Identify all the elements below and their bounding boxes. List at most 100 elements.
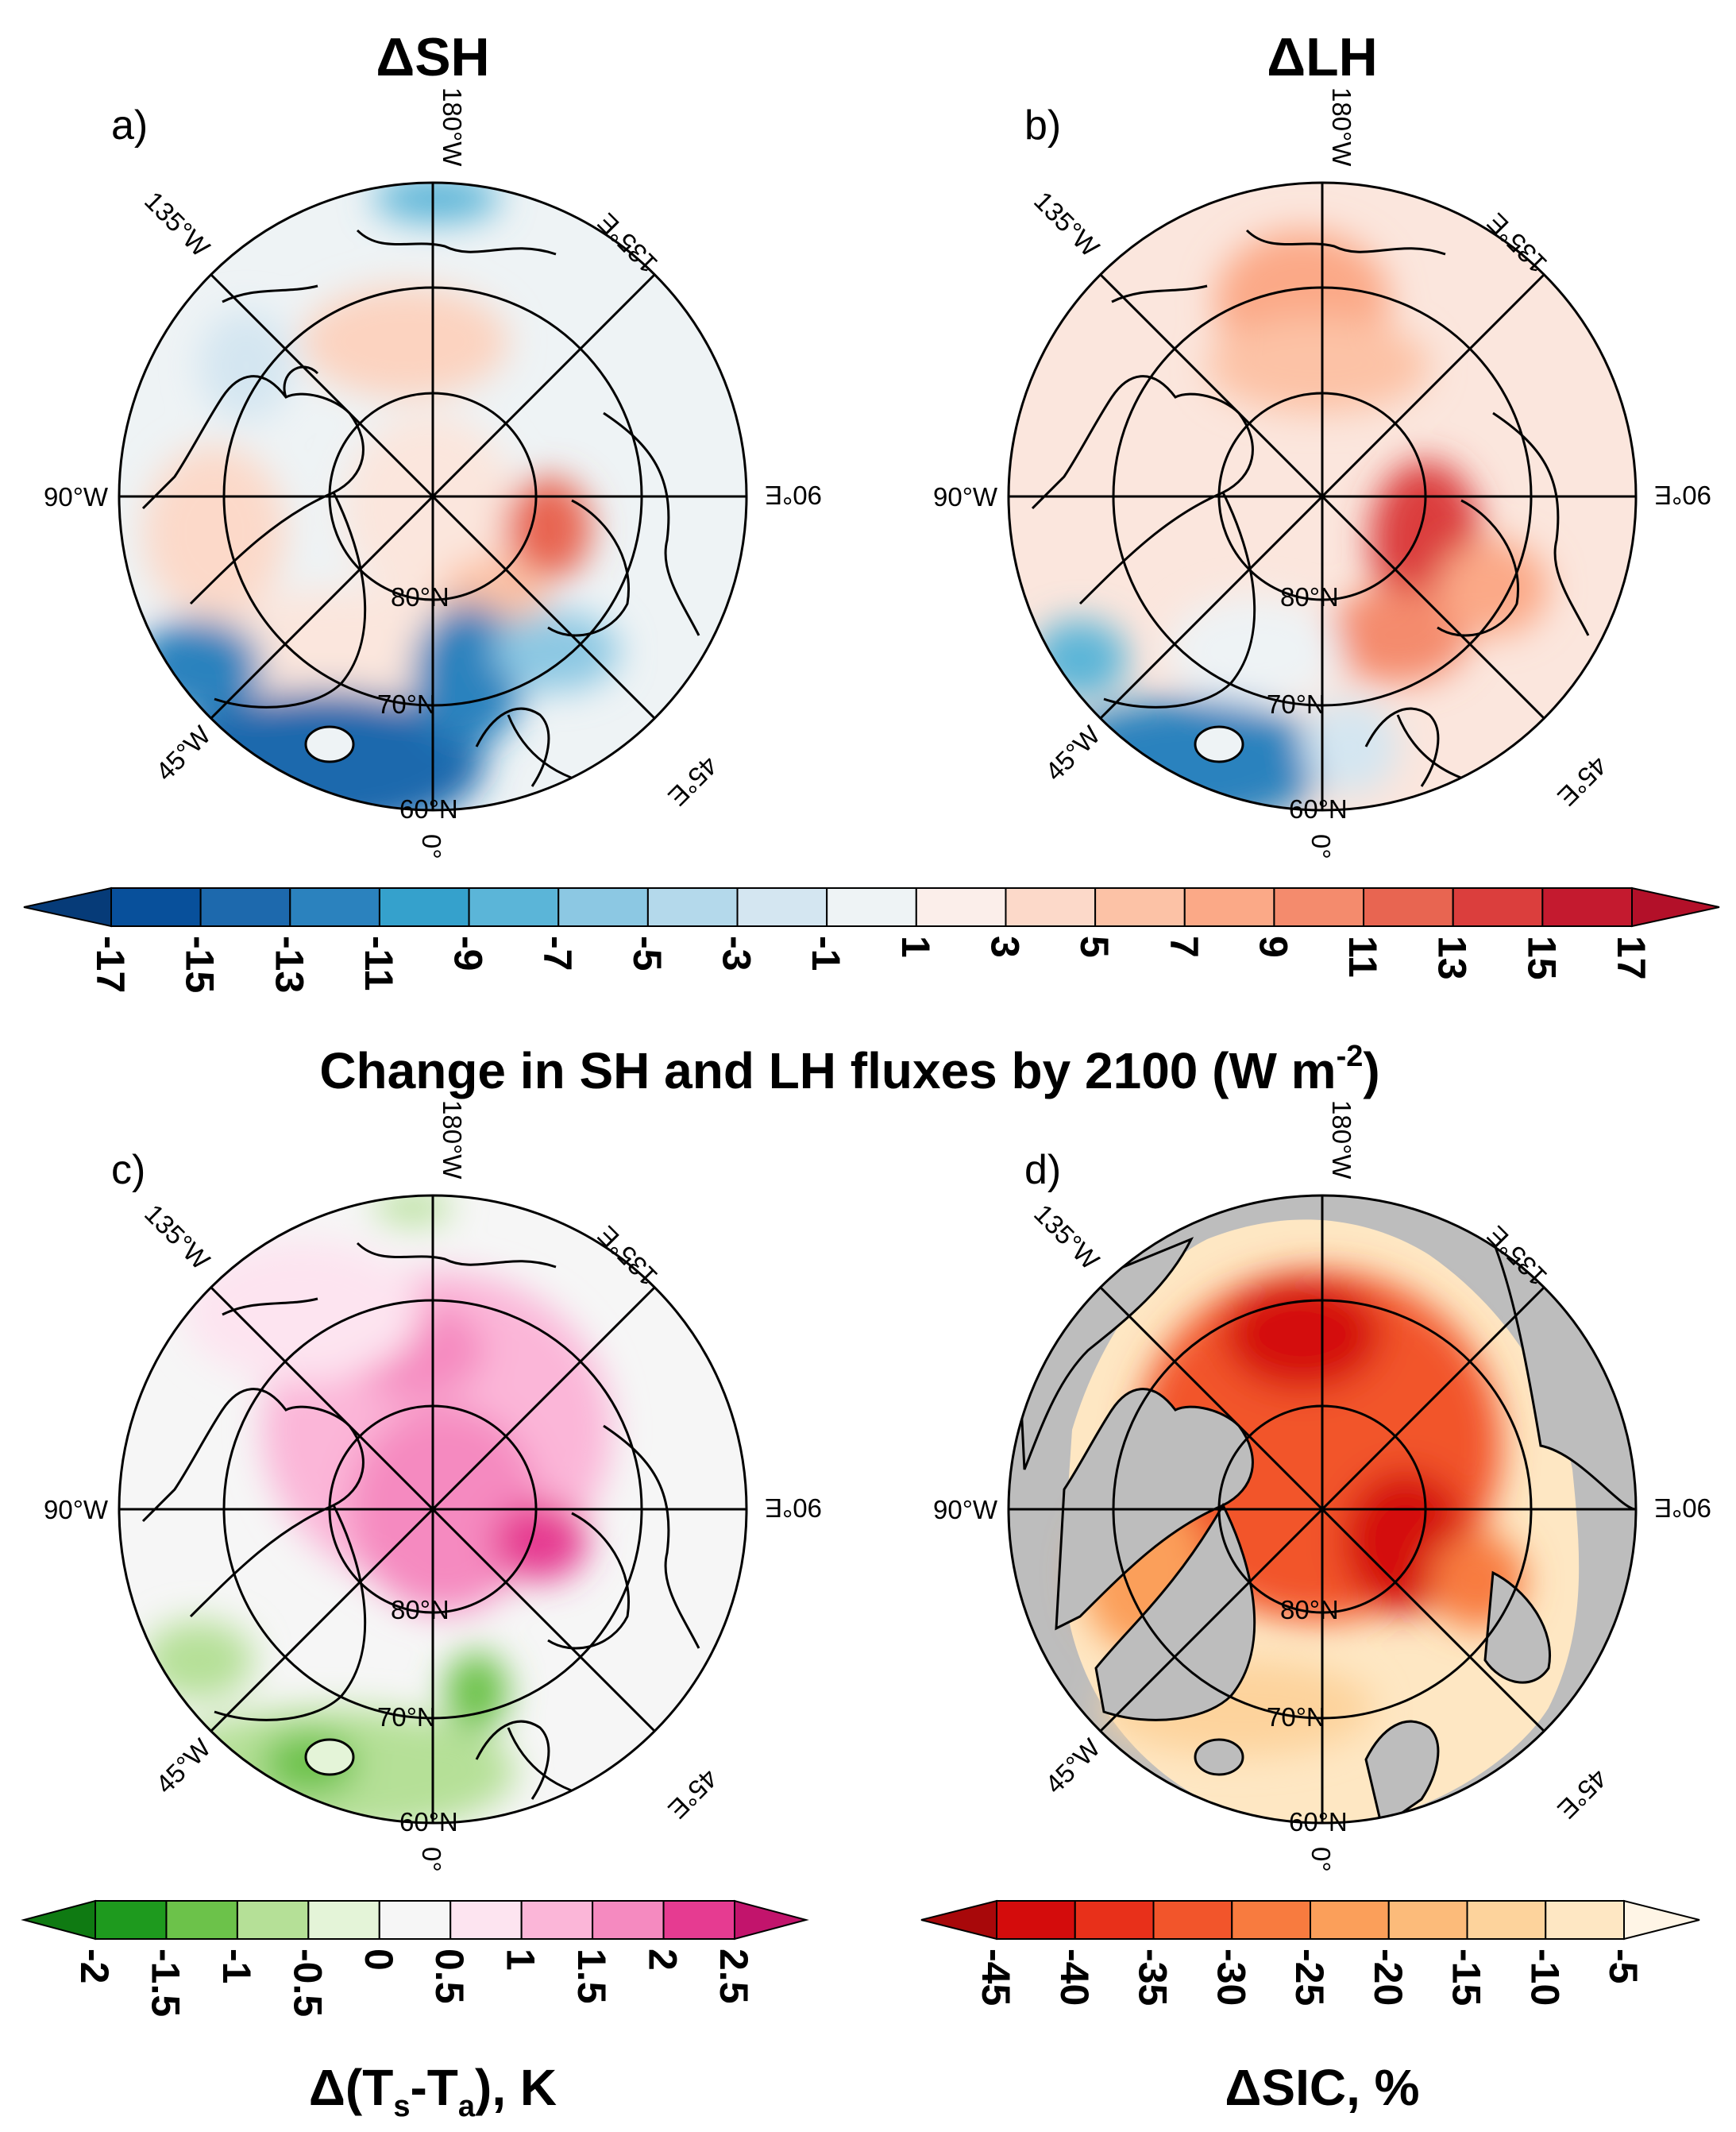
panel-b-title: ΔLH <box>1267 27 1378 87</box>
label-70n: 70°N <box>377 689 436 719</box>
label-0: 0° <box>417 834 446 859</box>
flux-colorbar-tick: 13 <box>1430 936 1475 980</box>
panel-a-label: a) <box>111 102 148 149</box>
flux-colorbar-tick: -13 <box>267 936 311 993</box>
tdiff-colorbar-bin <box>449 1900 523 1940</box>
label-70n: 70°N <box>377 1702 436 1732</box>
flux-colorbar-tick: -17 <box>88 936 133 993</box>
sic-colorbar-tick: -20 <box>1366 1949 1410 2006</box>
tdiff-colorbar-bin <box>95 1900 168 1940</box>
tdiff-colorbar-tick: -1.5 <box>143 1949 187 2017</box>
label-0: 0° <box>417 1847 446 1872</box>
tdiff-colorbar-bin <box>662 1900 735 1940</box>
tdiff-colorbar-end-high <box>734 1899 809 1941</box>
flux-colorbar-tick: 17 <box>1609 936 1653 980</box>
panel-c-coastlines <box>141 1242 700 1801</box>
label-90w: 90°W <box>933 482 998 512</box>
tdiff-colorbar-tick: 2.5 <box>712 1949 756 2004</box>
flux-colorbar-bin <box>378 887 470 927</box>
panel-a: ΔSH a) <box>44 27 822 859</box>
label-45e: 45°E <box>1552 1763 1613 1825</box>
label-60n: 60°N <box>399 794 458 824</box>
label-180w: 180°W <box>1327 1100 1356 1180</box>
tdiff-colorbar-end-low <box>21 1899 96 1941</box>
flux-colorbar-bin <box>915 887 1007 927</box>
label-45w: 45°W <box>1040 720 1106 786</box>
panel-a-grid <box>118 181 748 812</box>
panel-b: ΔLH b) <box>933 27 1711 859</box>
label-90e: 90°E <box>1654 481 1711 510</box>
tdiff-colorbar-tick: -0.5 <box>285 1949 330 2017</box>
panel-c-label: c) <box>111 1147 145 1193</box>
label-90e: 90°E <box>765 481 822 510</box>
label-90w: 90°W <box>44 482 109 512</box>
sic-colorbar-tick: -30 <box>1209 1949 1253 2006</box>
panel-d-grid <box>1007 1194 1638 1825</box>
label-45w: 45°W <box>150 1732 217 1799</box>
flux-colorbar-tick: 9 <box>1251 936 1295 958</box>
label-45e: 45°E <box>662 751 723 812</box>
label-60n: 60°N <box>399 1807 458 1837</box>
flux-colorbar-bin <box>289 887 380 927</box>
label-180w: 180°W <box>438 1100 467 1180</box>
flux-colorbar-tick: -5 <box>625 936 669 971</box>
label-0: 0° <box>1306 1847 1336 1872</box>
flux-colorbar-bin <box>736 887 828 927</box>
tdiff-colorbar-tick: 0 <box>357 1949 401 1971</box>
sic-colorbar-tick: -25 <box>1287 1949 1332 2006</box>
label-80n: 80°N <box>391 582 449 612</box>
flux-colorbar-tick: 1 <box>893 936 938 958</box>
flux-colorbar-tick: 5 <box>1072 936 1117 958</box>
flux-colorbar-bin <box>110 887 202 927</box>
label-135w: 135°W <box>139 186 216 263</box>
panel-d-label: d) <box>1024 1147 1061 1193</box>
flux-colorbar-tick: -15 <box>178 936 222 993</box>
flux-colorbar-tick: 3 <box>982 936 1027 958</box>
sic-colorbar-bin <box>1152 1900 1233 1940</box>
tdiff-colorbar-bin <box>236 1900 310 1940</box>
flux-colorbar-tick: 11 <box>1341 936 1385 978</box>
colorbar-flux-title: Change in SH and LH fluxes by 2100 (W m-… <box>319 1040 1379 1099</box>
label-70n: 70°N <box>1267 1702 1325 1732</box>
flux-colorbar-end-low <box>23 886 112 928</box>
sic-colorbar-bin <box>1545 1900 1625 1940</box>
label-45w: 45°W <box>150 720 217 786</box>
flux-colorbar-tick: -9 <box>446 936 491 971</box>
flux-colorbar-bin <box>646 887 739 927</box>
label-80n: 80°N <box>391 1595 449 1624</box>
flux-colorbar-bin <box>1094 887 1186 927</box>
sic-colorbar-end-high <box>1623 1899 1700 1941</box>
panel-a-coastlines <box>141 229 700 788</box>
tdiff-colorbar-bin <box>307 1900 380 1940</box>
sic-colorbar-tick: -5 <box>1601 1949 1645 1983</box>
label-90e: 90°E <box>1654 1493 1711 1523</box>
label-80n: 80°N <box>1280 582 1339 612</box>
flux-colorbar-bin <box>1005 887 1097 927</box>
sic-colorbar-end-low <box>920 1899 997 1941</box>
tdiff-colorbar-tick: 0.5 <box>427 1949 472 2004</box>
flux-colorbar-bin <box>199 887 291 927</box>
label-60n: 60°N <box>1289 794 1348 824</box>
label-135w: 135°W <box>1028 186 1105 263</box>
tdiff-colorbar-tick: 1 <box>499 1949 543 1971</box>
label-60n: 60°N <box>1289 1807 1348 1837</box>
label-135w: 135°W <box>139 1199 216 1276</box>
sic-colorbar-bin <box>1387 1900 1468 1940</box>
label-0: 0° <box>1306 834 1336 859</box>
sic-colorbar-bin <box>1310 1900 1390 1940</box>
tdiff-colorbar-tick: 2 <box>641 1949 685 1971</box>
sic-colorbar-tick: -45 <box>974 1949 1018 2006</box>
sic-colorbar-bin <box>1466 1900 1547 1940</box>
sic-colorbar-bin <box>1074 1900 1155 1940</box>
tdiff-colorbar-tick: -2 <box>72 1949 117 1983</box>
label-90e: 90°E <box>765 1493 822 1523</box>
flux-colorbar-bin <box>1363 887 1454 927</box>
flux-colorbar-end-high <box>1631 886 1720 928</box>
label-80n: 80°N <box>1280 1595 1339 1624</box>
label-180w: 180°W <box>1327 87 1356 167</box>
sic-colorbar-bin <box>996 1900 1076 1940</box>
label-45e: 45°E <box>662 1763 723 1825</box>
flux-colorbar-bin <box>1541 887 1633 927</box>
colorbar-sic: -45 -40 -35 -30 -25 -20 -15 -10 -5 <box>920 1899 1700 2006</box>
